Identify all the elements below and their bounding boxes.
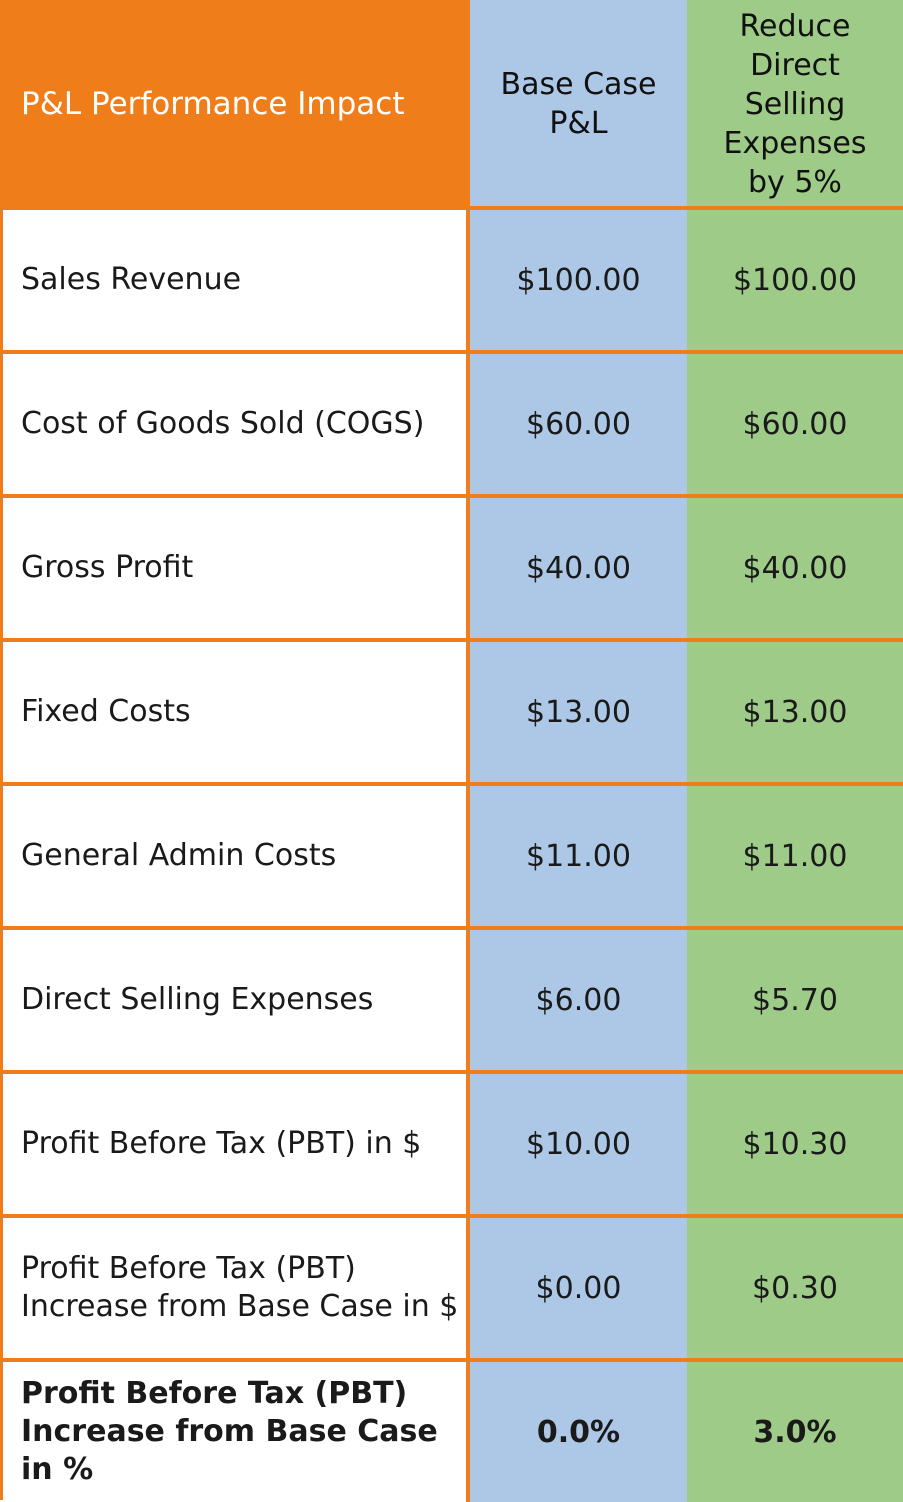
row-label-line: in % <box>21 1452 94 1487</box>
reduced-value: $0.30 <box>752 1270 838 1306</box>
table-row: Gross Profit $40.00 $40.00 <box>3 498 903 642</box>
row-label-line: Profit Before Tax (PBT) <box>21 1376 408 1411</box>
table-row: Direct Selling Expenses $6.00 $5.70 <box>3 930 903 1074</box>
base-value: $13.00 <box>526 694 631 730</box>
reduced-value-cell: $40.00 <box>687 498 903 638</box>
table-header-row: P&L Performance Impact Base Case P&L Red… <box>3 0 903 208</box>
base-value: $10.00 <box>526 1126 631 1162</box>
reduced-value-cell: $13.00 <box>687 642 903 782</box>
header-base-line: Base Case <box>500 67 657 102</box>
row-label: General Admin Costs <box>21 837 336 875</box>
base-value-cell: $11.00 <box>470 786 687 926</box>
table-row: Profit Before Tax (PBT) in $ $10.00 $10.… <box>3 1074 903 1218</box>
table-row: Fixed Costs $13.00 $13.00 <box>3 642 903 786</box>
header-reduce-cell: Reduce Direct Selling Expenses by 5% <box>687 0 903 208</box>
table-row-total: Profit Before Tax (PBT) Increase from Ba… <box>3 1362 903 1502</box>
reduced-value-cell: $5.70 <box>687 930 903 1070</box>
row-label: Gross Profit <box>21 549 193 587</box>
base-value: $60.00 <box>526 406 631 442</box>
row-label: Direct Selling Expenses <box>21 981 373 1019</box>
reduced-value-cell: $100.00 <box>687 210 903 350</box>
row-label-cell: Profit Before Tax (PBT) Increase from Ba… <box>3 1218 470 1358</box>
row-label-cell: General Admin Costs <box>3 786 470 926</box>
base-value-cell: $100.00 <box>470 210 687 350</box>
row-label-cell: Direct Selling Expenses <box>3 930 470 1070</box>
reduced-value-cell: $11.00 <box>687 786 903 926</box>
reduced-value-cell: $0.30 <box>687 1218 903 1358</box>
row-label-line: Cost of Goods Sold (COGS) <box>21 406 425 441</box>
table-row: Cost of Goods Sold (COGS) $60.00 $60.00 <box>3 354 903 498</box>
row-label: Cost of Goods Sold (COGS) <box>21 405 424 443</box>
header-reduce-line: Direct <box>750 47 840 83</box>
base-value: $11.00 <box>526 838 631 874</box>
header-title: P&L Performance Impact <box>21 86 405 122</box>
reduced-value: $10.30 <box>742 1126 848 1162</box>
header-reduce-line: Selling <box>744 86 846 122</box>
row-label: Profit Before Tax (PBT) in $ <box>21 1125 421 1163</box>
base-value-cell: $60.00 <box>470 354 687 494</box>
base-value: 0.0% <box>536 1414 621 1450</box>
reduced-value: $40.00 <box>742 550 848 586</box>
base-value-cell: $0.00 <box>470 1218 687 1358</box>
row-label-line: Gross Profit <box>21 550 194 585</box>
header-reduce-line: by 5% <box>748 164 842 200</box>
reduced-value: $11.00 <box>742 838 848 874</box>
row-label-line: Direct Selling Expenses <box>21 982 374 1017</box>
row-label-line: General Admin Costs <box>21 838 337 873</box>
table-row: Profit Before Tax (PBT) Increase from Ba… <box>3 1218 903 1362</box>
row-label: Sales Revenue <box>21 261 241 299</box>
row-label-line: Increase from Base Case <box>21 1414 438 1449</box>
table-row: General Admin Costs $11.00 $11.00 <box>3 786 903 930</box>
base-value-cell: $13.00 <box>470 642 687 782</box>
row-label-cell: Profit Before Tax (PBT) in $ <box>3 1074 470 1214</box>
row-label-line: Sales Revenue <box>21 262 242 297</box>
reduced-value-cell: 3.0% <box>687 1362 903 1502</box>
header-divider <box>3 206 903 210</box>
reduced-value-cell: $60.00 <box>687 354 903 494</box>
row-label-cell: Sales Revenue <box>3 210 470 350</box>
row-label-line: Profit Before Tax (PBT) in $ <box>21 1126 422 1161</box>
row-label-line: Fixed Costs <box>21 694 191 729</box>
reduced-value: $60.00 <box>742 406 848 442</box>
header-base-case-title: Base Case P&L <box>500 65 656 143</box>
reduced-value: 3.0% <box>753 1414 837 1450</box>
reduced-value: $5.70 <box>752 982 838 1018</box>
header-reduce-title: Reduce Direct Selling Expenses by 5% <box>724 7 867 202</box>
row-label-cell: Profit Before Tax (PBT) Increase from Ba… <box>3 1362 470 1502</box>
base-value-cell: $40.00 <box>470 498 687 638</box>
header-base-case-cell: Base Case P&L <box>470 0 687 208</box>
base-value: $40.00 <box>526 550 631 586</box>
row-label-line: Increase from Base Case in $ <box>21 1289 459 1324</box>
header-base-line: P&L <box>549 106 608 141</box>
row-label-cell: Gross Profit <box>3 498 470 638</box>
row-label-line: Profit Before Tax (PBT) <box>21 1251 356 1286</box>
header-reduce-line: Expenses <box>723 125 867 161</box>
base-value: $100.00 <box>516 262 641 298</box>
reduced-value: $100.00 <box>732 262 858 298</box>
reduced-value: $13.00 <box>742 694 848 730</box>
header-reduce-line: Reduce <box>739 8 851 44</box>
header-label-cell: P&L Performance Impact <box>3 0 470 208</box>
row-label-cell: Fixed Costs <box>3 642 470 782</box>
row-label: Profit Before Tax (PBT) Increase from Ba… <box>21 1250 458 1326</box>
reduced-value-cell: $10.30 <box>687 1074 903 1214</box>
base-value: $6.00 <box>535 982 622 1018</box>
table-row: Sales Revenue $100.00 $100.00 <box>3 210 903 354</box>
base-value-cell: $10.00 <box>470 1074 687 1214</box>
row-label-cell: Cost of Goods Sold (COGS) <box>3 354 470 494</box>
base-value-cell: $6.00 <box>470 930 687 1070</box>
base-value: $0.00 <box>535 1270 622 1306</box>
row-label: Profit Before Tax (PBT) Increase from Ba… <box>21 1375 438 1489</box>
base-value-cell: 0.0% <box>470 1362 687 1502</box>
row-label: Fixed Costs <box>21 693 191 731</box>
